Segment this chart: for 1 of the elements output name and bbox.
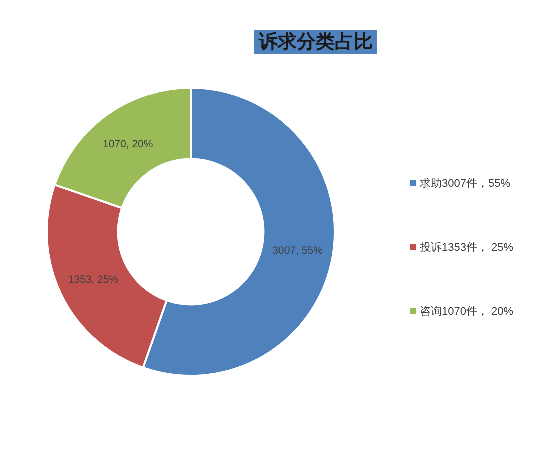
title: 诉求分类占比 [259,32,373,53]
